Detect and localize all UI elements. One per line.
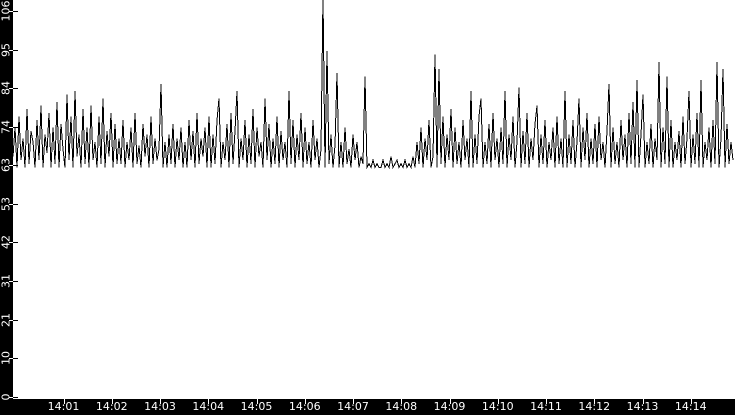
y-tick-label: 53 [0,196,12,211]
plot-area [13,0,734,170]
x-tick-mark [690,399,692,404]
y-tick-mark-inner [9,280,13,282]
y-tick-mark [13,242,18,244]
x-tick-label: 14:09 [433,400,466,413]
x-tick-mark [642,399,644,404]
y-tick-label: 74 [0,119,12,134]
x-tick-mark [160,399,161,404]
y-tick-label: 106 [0,0,12,22]
x-tick-label: 14:06 [288,400,321,413]
x-tick-mark [497,399,499,404]
y-tick-mark-inner [9,242,13,244]
x-tick-label: 14:05 [240,400,273,413]
y-tick-label: 63 [0,158,12,173]
y-tick-label: 21 [0,312,12,327]
y-tick-mark [13,319,18,321]
x-tick-mark [304,399,306,404]
y-tick-mark-inner [9,396,13,398]
x-tick-label: 14:08 [385,400,418,413]
x-axis-bar [0,399,735,415]
x-tick-label: 14:07 [337,400,369,413]
y-tick-mark [13,49,18,51]
x-tick-mark [594,399,596,404]
x-tick-mark [449,399,451,404]
y-tick-mark-inner [9,49,13,51]
x-tick-label: 14:14 [674,400,707,413]
y-tick-mark [13,280,18,282]
y-tick-mark-inner [9,126,13,128]
x-tick-label: 14:04 [192,400,225,413]
y-tick-mark-inner [9,165,13,167]
y-tick-mark-inner [9,203,13,205]
x-tick-mark [63,399,65,404]
x-tick-label: 14:02 [95,400,128,413]
x-tick-mark [353,399,354,404]
x-tick-mark [546,399,547,404]
y-tick-mark [13,126,18,128]
x-tick-label: 14:11 [530,400,562,413]
y-tick-mark [13,358,18,360]
x-tick-mark [111,399,113,404]
y-tick-mark [13,203,18,205]
y-tick-label: 0 [0,393,12,401]
y-tick-label: 31 [0,273,12,288]
y-tick-mark-inner [9,88,13,90]
y-tick-mark [13,88,18,90]
signal-line [13,0,734,170]
y-tick-mark [13,396,18,398]
y-tick-mark [13,165,18,167]
x-tick-label: 14:10 [481,400,514,413]
y-tick-mark-inner [9,10,13,12]
y-tick-label: 84 [0,81,12,96]
x-tick-mark [208,399,210,404]
y-tick-mark-inner [9,358,13,360]
y-tick-label: 10 [0,351,12,366]
y-axis-bar [0,0,13,415]
y-tick-mark-inner [9,319,13,321]
y-tick-label: 95 [0,42,12,57]
x-tick-mark [256,399,258,404]
y-tick-mark [13,10,18,12]
y-tick-label: 42 [0,235,12,250]
x-tick-label: 14:12 [578,400,611,413]
x-tick-label: 14:13 [626,400,659,413]
x-tick-label: 14:03 [144,400,176,413]
x-tick-mark [401,399,403,404]
x-tick-label: 14:01 [47,400,80,413]
